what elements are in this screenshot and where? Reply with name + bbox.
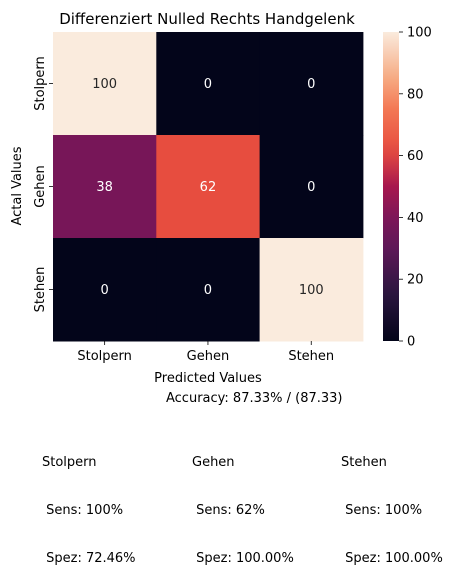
colorbar-tick-label: 60 bbox=[407, 149, 424, 164]
class-spez: Spez: 72.46% bbox=[42, 551, 136, 566]
colorbar-tick-label: 80 bbox=[407, 87, 424, 102]
heatmap-cell bbox=[156, 238, 261, 342]
cell-value-label: 100 bbox=[299, 283, 324, 298]
x-tick-label: Stolpern bbox=[77, 349, 132, 364]
accuracy-text: Accuracy: 87.33% / (87.33) bbox=[166, 391, 343, 406]
x-axis-label: Predicted Values bbox=[154, 371, 262, 386]
class-name: Stehen bbox=[341, 455, 387, 470]
class-sens: Sens: 100% bbox=[42, 503, 124, 518]
cell-value-label: 0 bbox=[204, 77, 212, 92]
class-stats-gehen: Gehen Sens: 62% Spez: 100.00% bbox=[192, 423, 294, 583]
x-tick-label: Stehen bbox=[288, 349, 334, 364]
y-tick-label: Gehen bbox=[33, 165, 48, 208]
y-axis-label: Actal Values bbox=[10, 146, 25, 225]
colorbar-tick-label: 40 bbox=[407, 211, 424, 226]
class-sens: Sens: 62% bbox=[192, 503, 265, 518]
class-spez: Spez: 100.00% bbox=[341, 551, 443, 566]
heatmap-cell bbox=[53, 238, 157, 342]
colorbar bbox=[383, 32, 399, 341]
x-tick-label: Gehen bbox=[187, 349, 230, 364]
heatmap-cells: 100 0 0 38 62 0 0 0 100 bbox=[53, 32, 364, 342]
cell-value-label: 0 bbox=[101, 283, 109, 298]
cell-value-label: 0 bbox=[307, 180, 315, 195]
y-tick-label: Stolpern bbox=[33, 56, 48, 111]
heatmap-cell bbox=[53, 135, 157, 239]
colorbar-tick-label: 20 bbox=[407, 273, 424, 288]
colorbar-tick-label: 100 bbox=[407, 26, 432, 41]
colorbar-ticks: 0 20 40 60 80 100 bbox=[399, 26, 432, 350]
colorbar-tick-label: 0 bbox=[407, 335, 415, 350]
y-tick-label: Stehen bbox=[33, 267, 48, 313]
cell-value-label: 38 bbox=[96, 180, 113, 195]
heatmap-cell bbox=[156, 135, 261, 239]
cell-value-label: 62 bbox=[200, 180, 217, 195]
heatmap-cell bbox=[259, 238, 364, 342]
chart-title: Differenziert Nulled Rechts Handgelenk bbox=[59, 10, 355, 28]
cell-value-label: 0 bbox=[307, 77, 315, 92]
x-tick-labels: Stolpern Gehen Stehen bbox=[77, 341, 334, 364]
heatmap-cell bbox=[53, 32, 157, 136]
y-tick-labels: Stolpern Gehen Stehen bbox=[33, 56, 53, 312]
class-spez: Spez: 100.00% bbox=[192, 551, 294, 566]
heatmap-figure: Differenziert Nulled Rechts Handgelenk 1… bbox=[10, 10, 432, 386]
class-name: Stolpern bbox=[42, 455, 97, 470]
cell-value-label: 0 bbox=[204, 283, 212, 298]
class-stats-stolpern: Stolpern Sens: 100% Spez: 72.46% bbox=[42, 423, 136, 583]
cell-value-label: 100 bbox=[92, 77, 117, 92]
heatmap-cell bbox=[156, 32, 261, 136]
class-name: Gehen bbox=[192, 455, 235, 470]
heatmap-cell bbox=[259, 135, 364, 239]
heatmap-cell bbox=[259, 32, 364, 136]
class-sens: Sens: 100% bbox=[341, 503, 423, 518]
class-stats-stehen: Stehen Sens: 100% Spez: 100.00% bbox=[341, 423, 443, 583]
